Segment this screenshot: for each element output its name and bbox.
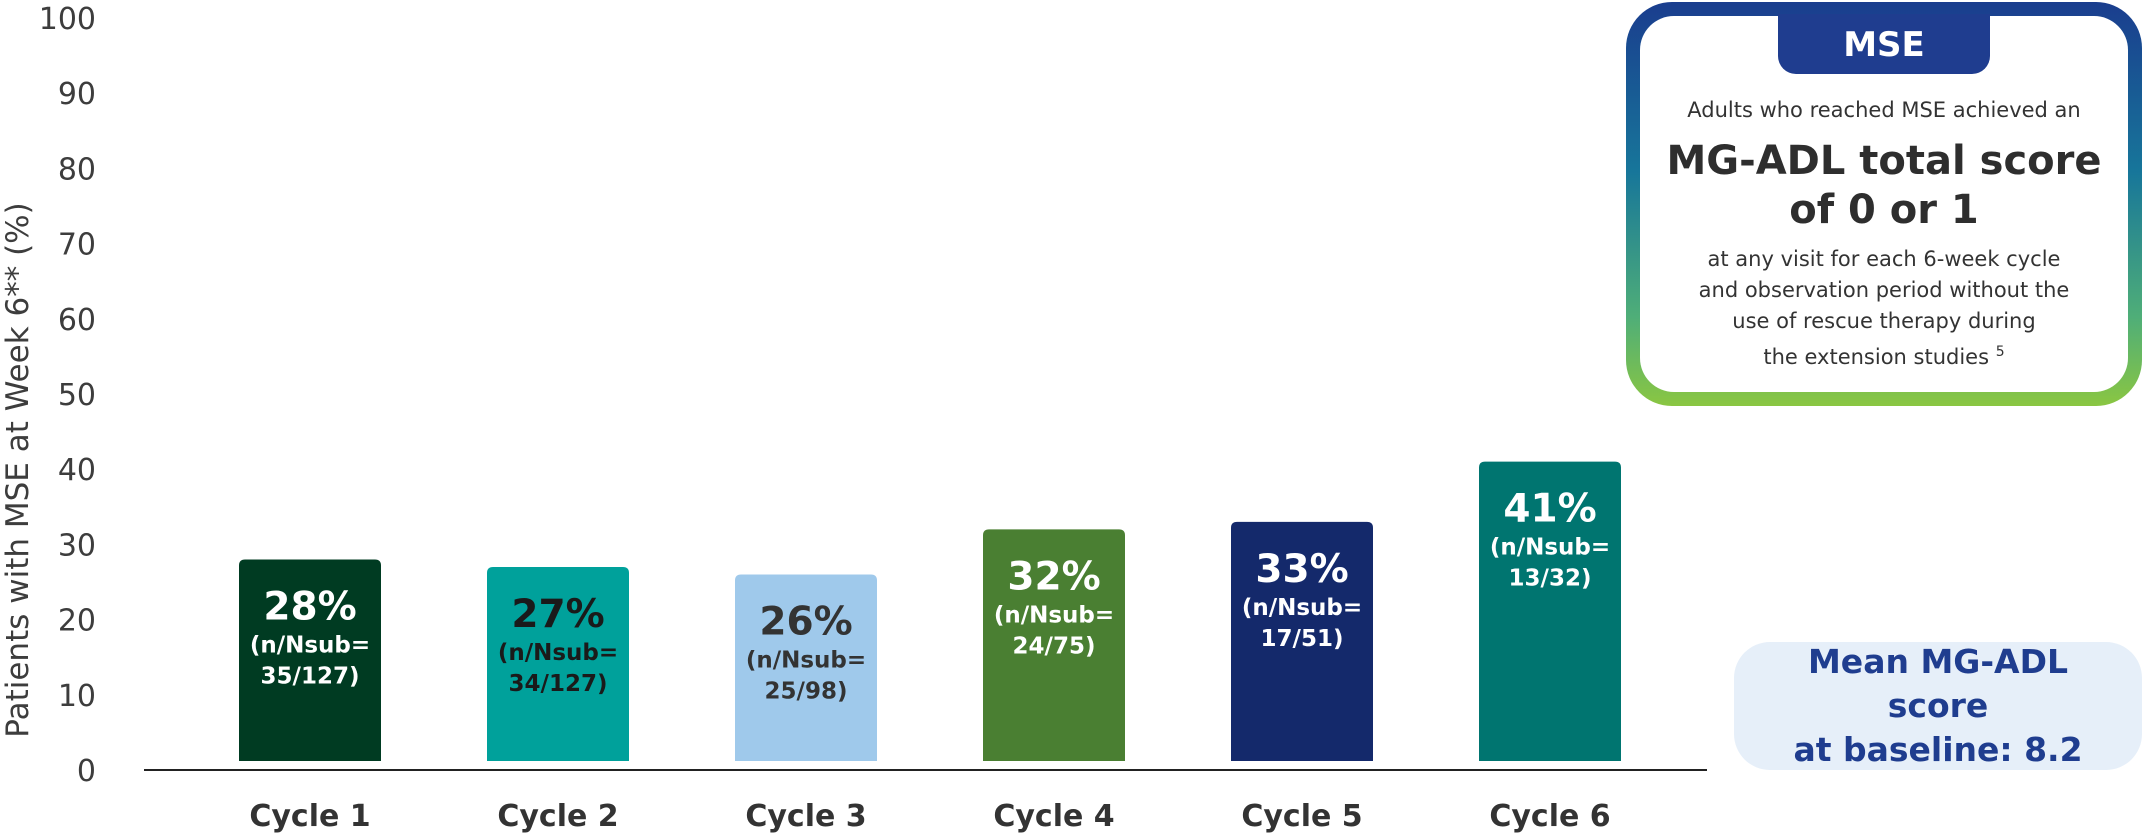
x-tick-label: Cycle 2	[497, 799, 618, 834]
bar-nsub-heading: (n/Nsub=	[250, 632, 370, 658]
bar-nsub-heading: (n/Nsub=	[746, 647, 866, 673]
bar-nsub-value: 13/32)	[1509, 566, 1592, 592]
bar-nsub-value: 25/98)	[765, 678, 848, 704]
mse-headline-line1: MG-ADL total score	[1666, 138, 2102, 184]
x-tick-label: Cycle 5	[1241, 799, 1362, 834]
x-axis-ticks: Cycle 1 Cycle 2 Cycle 3 Cycle 4 Cycle 5 Cycle…	[249, 799, 1610, 834]
mse-panel-body: MSE Adults who reached MSE achieved an M…	[1640, 14, 2128, 392]
mse-detail-line4-text: the extension studies	[1763, 345, 1990, 369]
bar-value-label: 32%	[1007, 554, 1100, 599]
y-axis-ticks: 0 10 20 30 40 50 60 70 80 90 100	[39, 2, 96, 789]
mse-intro-text: Adults who reached MSE achieved an	[1687, 98, 2081, 122]
bar-nsub-value: 34/127)	[509, 671, 608, 697]
mse-detail-line2: and observation period without the	[1698, 278, 2070, 302]
y-tick-label: 40	[58, 453, 96, 488]
x-tick-label: Cycle 3	[745, 799, 866, 834]
bar-chart: Patients with MSE at Week 6** (%) 0 10 20 3…	[0, 2, 1707, 834]
bar	[735, 574, 877, 761]
mse-tab-label: MSE	[1778, 14, 1990, 74]
y-tick-label: 20	[58, 604, 96, 639]
mse-headline: MG-ADL total score of 0 or 1	[1640, 137, 2128, 235]
x-tick-label: Cycle 1	[249, 799, 370, 834]
bar	[983, 529, 1125, 761]
bar-value-label: 27%	[511, 592, 604, 637]
y-tick-label: 60	[58, 303, 96, 338]
mse-detail-line1: at any visit for each 6-week cycle	[1707, 247, 2061, 271]
bar-nsub-heading: (n/Nsub=	[1490, 535, 1610, 561]
bar	[487, 566, 629, 761]
y-axis-label: Patients with MSE at Week 6** (%)	[0, 202, 36, 737]
bar-nsub-value: 35/127)	[261, 663, 360, 689]
bar	[239, 559, 381, 761]
y-tick-label: 100	[39, 2, 96, 37]
bar-value-label: 28%	[263, 584, 356, 629]
mse-headline-line2: of 0 or 1	[1789, 187, 1979, 233]
x-tick-label: Cycle 6	[1489, 799, 1610, 834]
bar-nsub-value: 24/75)	[1013, 633, 1096, 659]
mse-definition-panel: MSE Adults who reached MSE achieved an M…	[1626, 2, 2142, 406]
mse-detail-line3: use of rescue therapy during	[1732, 309, 2036, 333]
bar-value-label: 33%	[1255, 547, 1348, 592]
y-tick-label: 30	[58, 528, 96, 563]
bar-nsub-value: 17/51)	[1261, 626, 1344, 652]
y-tick-label: 0	[77, 754, 96, 789]
y-tick-label: 80	[58, 152, 96, 187]
mse-detail-line4: the extension studies 5	[1676, 337, 2092, 373]
mse-footnote-ref: 5	[1995, 344, 2005, 360]
bar-nsub-heading: (n/Nsub=	[994, 602, 1114, 628]
x-tick-label: Cycle 4	[993, 799, 1114, 834]
y-tick-label: 50	[58, 378, 96, 413]
baseline-line2: at baseline: 8.2	[1793, 730, 2083, 769]
y-tick-label: 70	[58, 228, 96, 263]
y-tick-label: 10	[58, 679, 96, 714]
bar-nsub-heading: (n/Nsub=	[498, 640, 618, 666]
bar	[1231, 521, 1373, 761]
bar-value-label: 41%	[1503, 487, 1596, 532]
bar-nsub-heading: (n/Nsub=	[1242, 595, 1362, 621]
mse-detail-text: at any visit for each 6-week cycle and o…	[1676, 244, 2092, 373]
baseline-score-callout: Mean MG-ADL score at baseline: 8.2	[1734, 642, 2142, 770]
bars-group: 28% (n/Nsub= 35/127) 27% (n/Nsub= 34/127) 26% (…	[239, 461, 1621, 761]
bar	[1479, 461, 1621, 761]
y-tick-label: 90	[58, 77, 96, 112]
baseline-line1: Mean MG-ADL score	[1807, 642, 2069, 725]
bar-value-label: 26%	[759, 599, 852, 644]
